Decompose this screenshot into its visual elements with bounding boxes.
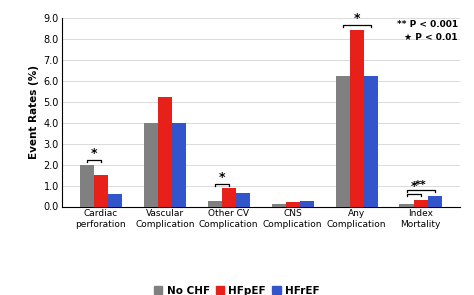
Bar [413,200,428,206]
Bar [94,175,108,206]
Bar [144,123,158,206]
Bar [80,165,94,206]
Bar [272,204,286,206]
Text: *: * [219,171,225,184]
Bar [428,196,442,206]
Bar [300,201,314,206]
Bar [236,193,250,206]
Text: *: * [91,147,97,160]
Bar [108,194,122,206]
Text: *: * [354,12,360,24]
Legend: No CHF, HFpEF, HFrEF: No CHF, HFpEF, HFrEF [154,286,319,295]
Y-axis label: Event Rates (%): Event Rates (%) [29,65,39,159]
Bar [364,76,378,206]
Bar [336,76,350,206]
Bar [158,97,172,206]
Text: ** P < 0.001
★ P < 0.01: ** P < 0.001 ★ P < 0.01 [397,19,458,42]
Bar [350,30,364,206]
Bar [400,204,413,206]
Bar [286,202,300,206]
Bar [222,188,236,206]
Bar [172,123,186,206]
Text: *: * [410,181,417,194]
Text: **: ** [415,180,427,190]
Bar [208,201,222,206]
